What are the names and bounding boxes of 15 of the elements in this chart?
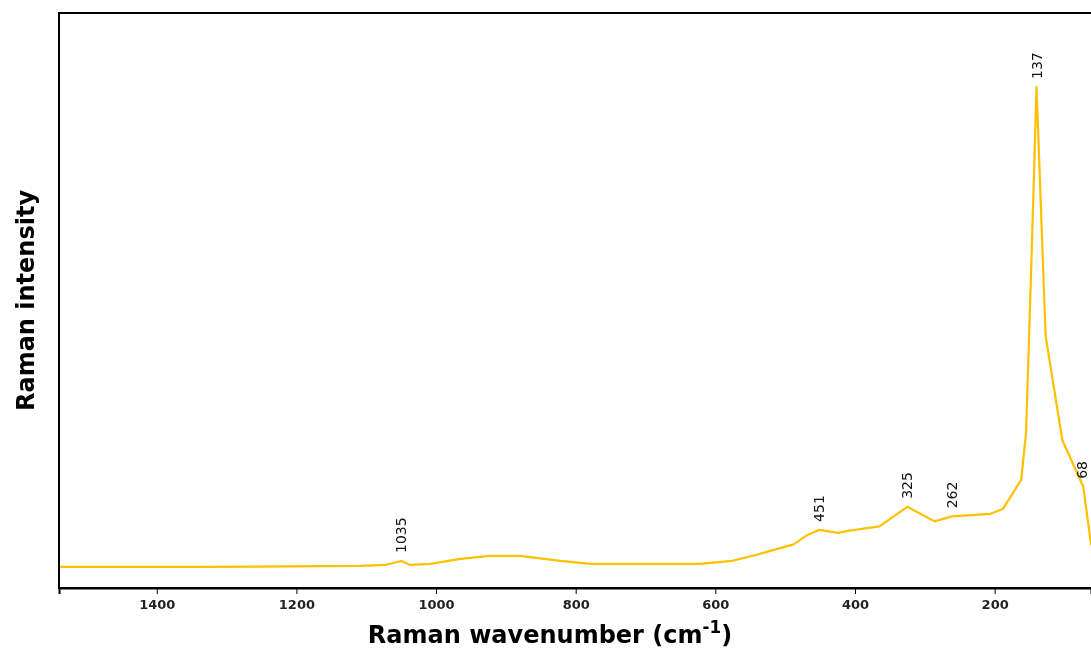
y-axis-title: Raman intensity xyxy=(12,189,40,412)
x-tick-label: 200 xyxy=(981,597,1009,613)
x-tick-label: 1200 xyxy=(278,597,315,613)
x-tick-label: 400 xyxy=(841,597,870,613)
x-tick-label: 1400 xyxy=(139,597,176,613)
annotation: 262 xyxy=(944,481,961,509)
x-tick-label: 1000 xyxy=(418,597,455,613)
annotation: 325 xyxy=(899,472,916,499)
x-axis-title: Raman wavenumber (cm$^{-1}$) xyxy=(367,617,733,649)
annotation: 68 xyxy=(1074,460,1090,479)
x-tick-label: 600 xyxy=(702,597,730,613)
annotation: 137 xyxy=(1028,52,1045,79)
x-tick-label: 800 xyxy=(562,597,590,613)
annotation: 451 xyxy=(811,495,828,522)
annotation: 1035 xyxy=(393,517,410,553)
